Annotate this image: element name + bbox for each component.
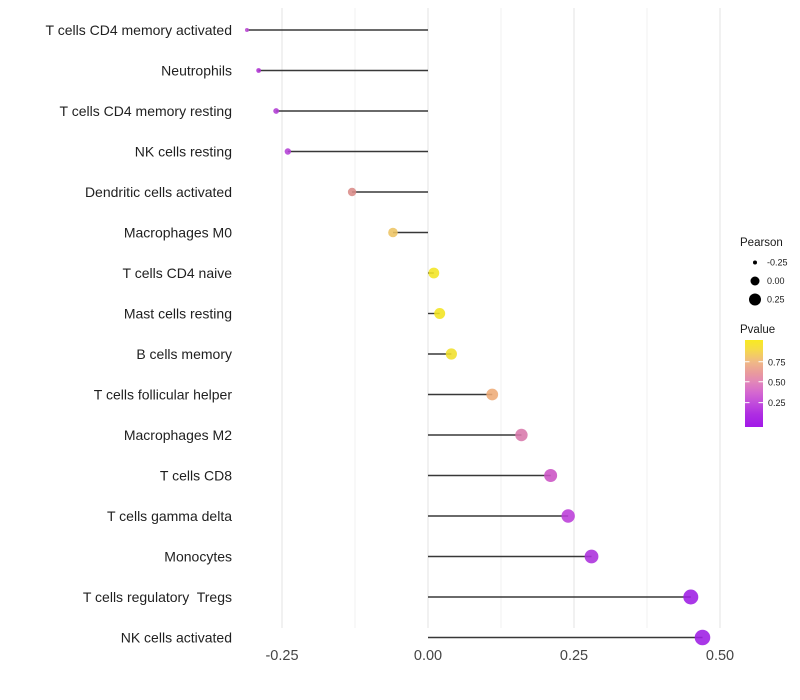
data-point xyxy=(256,68,262,73)
data-point xyxy=(683,589,699,605)
row-label: Macrophages M2 xyxy=(124,427,232,443)
row-label: T cells CD4 memory activated xyxy=(46,22,232,38)
row-label: NK cells activated xyxy=(121,630,232,646)
data-point xyxy=(561,509,575,523)
row-label: Monocytes xyxy=(164,549,232,565)
data-point xyxy=(284,148,292,155)
row-label: T cells CD4 naive xyxy=(123,265,233,281)
data-point xyxy=(445,348,457,360)
legend-size-label: 0.25 xyxy=(767,295,785,305)
row-label: T cells gamma delta xyxy=(107,508,232,524)
row-label: Neutrophils xyxy=(161,63,232,79)
row-label: T cells follicular helper xyxy=(94,387,233,403)
x-tick-label: 0.25 xyxy=(560,648,588,664)
row-label: NK cells resting xyxy=(135,144,232,160)
data-point xyxy=(347,187,357,197)
x-tick-label: 0.50 xyxy=(706,648,734,664)
data-point xyxy=(388,227,398,238)
legend-size-label: 0.00 xyxy=(767,276,785,286)
legend-pearson-title: Pearson xyxy=(740,237,783,249)
legend-pvalue-title: Pvalue xyxy=(740,324,776,336)
legend-colorbar xyxy=(745,340,763,427)
data-point xyxy=(434,308,446,319)
row-label: B cells memory xyxy=(136,346,232,362)
data-point xyxy=(544,469,558,482)
row-label: Macrophages M0 xyxy=(124,225,232,241)
x-tick-label: -0.25 xyxy=(265,648,298,664)
row-label: T cells regulatory Tregs xyxy=(83,589,232,605)
x-tick-label: 0.00 xyxy=(414,648,442,664)
row-label: T cells CD4 memory resting xyxy=(60,103,232,119)
legend-size-dot xyxy=(749,293,761,306)
data-point xyxy=(584,549,599,564)
legend-size-dot xyxy=(750,276,760,286)
data-point xyxy=(515,428,528,442)
data-point xyxy=(244,28,249,32)
data-point xyxy=(694,629,711,646)
colorbar-tick-label: 0.25 xyxy=(768,398,786,408)
colorbar-tick-label: 0.75 xyxy=(768,357,786,367)
colorbar-tick-label: 0.50 xyxy=(768,377,786,387)
row-label: T cells CD8 xyxy=(160,468,232,484)
row-label: Mast cells resting xyxy=(124,306,232,322)
row-label: Dendritic cells activated xyxy=(85,184,232,200)
data-point xyxy=(428,267,440,279)
legend-size-dot xyxy=(753,260,757,265)
legend-size-label: -0.25 xyxy=(767,258,788,268)
data-point xyxy=(486,388,499,401)
data-point xyxy=(273,108,280,114)
